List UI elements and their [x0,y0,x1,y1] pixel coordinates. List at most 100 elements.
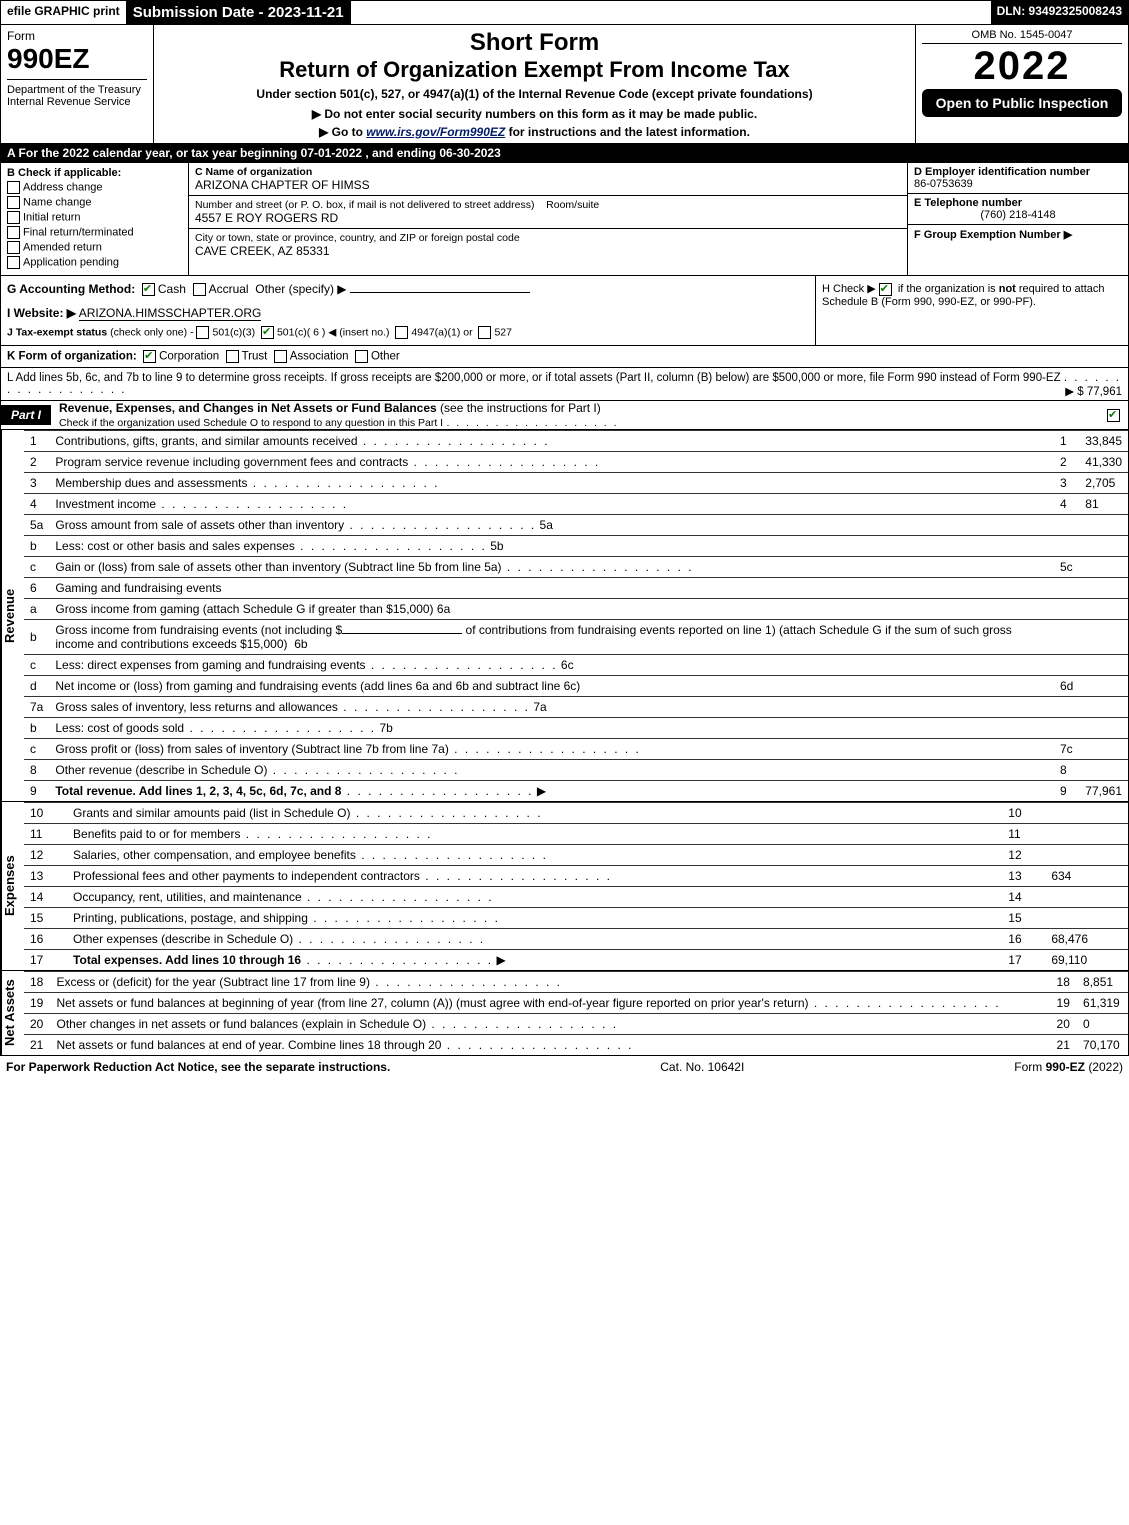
i-label: I Website: ▶ [7,306,76,320]
city-label: City or town, state or province, country… [195,232,901,244]
line-5a-desc: Gross amount from sale of assets other t… [55,518,344,532]
line-7b-desc: Less: cost of goods sold [55,721,184,735]
table-row: 5a Gross amount from sale of assets other… [24,515,1128,536]
j-opt1: 501(c)(3) [212,327,255,339]
line-17-ln: 17 [1002,950,1045,971]
line-1-desc: Contributions, gifts, grants, and simila… [55,434,357,448]
line-20-ln: 20 [1051,1014,1078,1035]
h-checkbox[interactable] [879,283,892,296]
line-13-amt: 634 [1045,866,1128,887]
line-8-desc: Other revenue (describe in Schedule O) [55,763,267,777]
sub-7a-amt [547,700,550,714]
j-501c-checkbox[interactable] [261,326,274,339]
application-pending-checkbox[interactable] [7,256,20,269]
line-19-desc: Net assets or fund balances at beginning… [57,996,809,1010]
table-row: 21Net assets or fund balances at end of … [24,1035,1128,1056]
line-9-desc: Total revenue. Add lines 1, 2, 3, 4, 5c,… [55,784,341,798]
l-text: L Add lines 5b, 6c, and 7b to line 9 to … [7,372,1061,384]
sub-5b: 5b [490,539,503,553]
line-17-desc: Total expenses. Add lines 10 through 16 [73,953,301,967]
line-7c-desc: Gross profit or (loss) from sales of inv… [55,742,448,756]
line-5b-desc: Less: cost or other basis and sales expe… [55,539,294,553]
efile-label[interactable]: efile GRAPHIC print [1,1,127,24]
g-accrual: Accrual [209,282,249,296]
cash-checkbox[interactable] [142,283,155,296]
table-row: 7aGross sales of inventory, less returns… [24,697,1128,718]
j-501c3-checkbox[interactable] [196,326,209,339]
line-7a-desc: Gross sales of inventory, less returns a… [55,700,338,714]
line-9-amt: 77,961 [1079,781,1128,802]
h-not: not [999,283,1016,295]
part1-check-note: Check if the organization used Schedule … [59,417,443,429]
line-21-ln: 21 [1051,1035,1078,1056]
line-7c-ln: 7c [1054,739,1079,760]
room-label: Room/suite [546,199,599,211]
j-opt4: 527 [494,327,512,339]
line-9-ln: 9 [1054,781,1079,802]
form-word: Form [7,29,147,43]
k-trust-checkbox[interactable] [226,350,239,363]
chk-initial: Initial return [23,211,80,223]
g-other-blank[interactable] [350,292,530,293]
final-return-checkbox[interactable] [7,226,20,239]
line-8-ln: 8 [1054,760,1079,781]
line-15-desc: Printing, publications, postage, and shi… [73,911,308,925]
footer: For Paperwork Reduction Act Notice, see … [0,1056,1129,1078]
table-row: 12 Salaries, other compensation, and empl… [24,845,1128,866]
form-header: Form 990EZ Department of the Treasury In… [0,25,1129,144]
table-row: 8Other revenue (describe in Schedule O)8 [24,760,1128,781]
k-assoc-checkbox[interactable] [274,350,287,363]
footer-left: For Paperwork Reduction Act Notice, see … [6,1060,390,1074]
j-4947-checkbox[interactable] [395,326,408,339]
table-row: 2Program service revenue including gover… [24,452,1128,473]
table-row: dNet income or (loss) from gaming and fu… [24,676,1128,697]
sub-5a: 5a [540,518,553,532]
k-other: Other [371,351,400,363]
line-10-desc: Grants and similar amounts paid (list in… [73,806,350,820]
k-other-checkbox[interactable] [355,350,368,363]
row-a-period: A For the 2022 calendar year, or tax yea… [0,144,1129,163]
j-527-checkbox[interactable] [478,326,491,339]
line-12-ln: 12 [1002,845,1045,866]
e-phone-label: E Telephone number [914,197,1022,209]
line-11-desc: Benefits paid to or for members [73,827,240,841]
j-note: (check only one) - [110,327,193,339]
table-row: 14Occupancy, rent, utilities, and mainte… [24,887,1128,908]
website-value: ARIZONA.HIMSSCHAPTER.ORG [79,306,262,321]
accrual-checkbox[interactable] [193,283,206,296]
line-14-ln: 14 [1002,887,1045,908]
omb-number: OMB No. 1545-0047 [922,29,1122,44]
goto-row: ▶ Go to www.irs.gov/Form990EZ for instru… [160,125,909,139]
chk-final: Final return/terminated [23,226,134,238]
sub-6a-amt [450,602,453,616]
expenses-table: 10Grants and similar amounts paid (list … [24,802,1128,970]
table-row: cLess: direct expenses from gaming and f… [24,655,1128,676]
j-label: J Tax-exempt status [7,327,107,339]
line-6b-blank[interactable] [342,633,462,634]
irs-label: Internal Revenue Service [7,96,147,108]
amended-return-checkbox[interactable] [7,241,20,254]
top-bar: efile GRAPHIC print Submission Date - 20… [0,0,1129,25]
table-row: 3Membership dues and assessments32,705 [24,473,1128,494]
k-corp-checkbox[interactable] [143,350,156,363]
irs-link[interactable]: www.irs.gov/Form990EZ [366,125,505,139]
footer-right-form: 990-EZ [1046,1060,1085,1074]
line-6a-desc: Gross income from gaming (attach Schedul… [55,602,433,616]
h-prefix: H Check ▶ [822,283,879,295]
name-change-checkbox[interactable] [7,196,20,209]
j-opt2: 501(c)( 6 ) ◀ (insert no.) [277,327,390,339]
info-grid: B Check if applicable: Address change Na… [0,163,1129,276]
dln-label: DLN: 93492325008243 [991,1,1128,24]
table-row: 17 Total expenses. Add lines 10 through 1… [24,950,1128,971]
initial-return-checkbox[interactable] [7,211,20,224]
line-12-desc: Salaries, other compensation, and employ… [73,848,356,862]
line-16-ln: 16 [1002,929,1045,950]
part1-schedule-o-checkbox[interactable] [1107,409,1120,422]
k-corp: Corporation [159,351,219,363]
org-name: ARIZONA CHAPTER OF HIMSS [195,178,901,192]
line-6d-desc: Net income or (loss) from gaming and fun… [55,679,580,693]
address-change-checkbox[interactable] [7,181,20,194]
subtitle: Under section 501(c), 527, or 4947(a)(1)… [160,87,909,101]
expenses-section: Expenses 10Grants and similar amounts pa… [0,802,1129,971]
sub-6b: 6b [294,637,307,651]
